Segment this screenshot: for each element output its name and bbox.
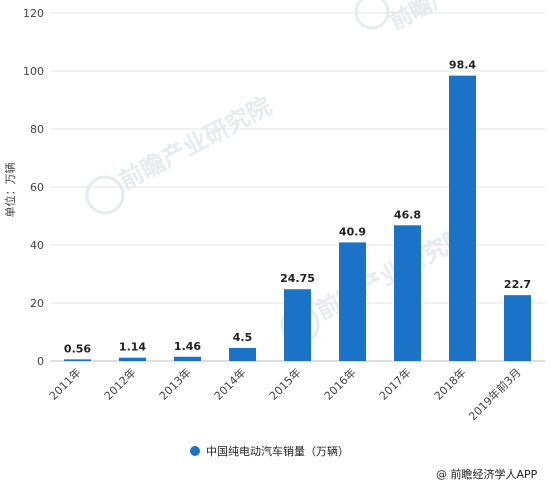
data-label: 4.5 (233, 331, 253, 344)
y-axis-title: 单位：万辆 (3, 163, 17, 218)
data-label: 24.75 (280, 272, 315, 285)
y-tick-label: 0 (37, 355, 44, 368)
x-axis-ticks: 2011年 2012年 2013年 2014年 2015年 2016年 2017年 2018年… (46, 365, 523, 423)
watermark-text: 前瞻产业研究院 (386, 0, 534, 35)
data-label: 22.7 (504, 278, 531, 291)
bars (64, 75, 531, 361)
data-label: 1.14 (119, 341, 146, 354)
x-tick-label: 2019年前3月 (466, 365, 524, 423)
watermark-logo (85, 175, 125, 215)
y-tick-label: 40 (30, 239, 44, 252)
bar (394, 225, 421, 361)
credit-text: @ 前瞻经济学人APP (436, 467, 538, 481)
data-label: 40.9 (339, 225, 366, 238)
bar (504, 295, 531, 361)
data-label: 1.46 (174, 340, 201, 353)
watermark-text: 前瞻产业研究院 (312, 222, 473, 326)
bar (449, 75, 476, 361)
bar (64, 359, 91, 361)
y-tick-label: 20 (30, 297, 44, 310)
data-label: 98.4 (449, 59, 476, 72)
data-label: 46.8 (394, 208, 421, 221)
x-tick-label: 2018年 (431, 365, 468, 402)
bar (339, 242, 366, 361)
bar (119, 357, 146, 361)
y-tick-label: 80 (30, 123, 44, 136)
data-label: 0.56 (64, 342, 91, 355)
bar (229, 347, 256, 361)
legend-marker (190, 446, 200, 456)
watermark-logo (354, 0, 390, 30)
x-tick-label: 2014年 (211, 365, 248, 402)
y-tick-label: 100 (23, 65, 44, 78)
x-tick-label: 2015年 (266, 365, 303, 402)
y-axis-ticks: 0 20 40 60 80 100 120 (23, 7, 44, 368)
x-tick-label: 2013年 (156, 365, 193, 402)
y-tick-label: 60 (30, 181, 44, 194)
bar (284, 289, 311, 361)
y-tick-label: 120 (23, 7, 44, 20)
watermark-text: 前瞻产业研究院 (115, 92, 276, 196)
x-tick-label: 2012年 (101, 365, 138, 402)
x-tick-label: 2016年 (321, 365, 358, 402)
legend-label: 中国纯电动汽车销量（万辆） (206, 444, 349, 458)
x-tick-label: 2011年 (46, 365, 83, 402)
legend: 中国纯电动汽车销量（万辆） (190, 444, 349, 458)
x-tick-label: 2017年 (376, 365, 413, 402)
data-labels: 0.56 1.14 1.46 4.5 24.75 40.9 46.8 98.4 22.7 (64, 59, 531, 356)
bar (174, 356, 201, 361)
